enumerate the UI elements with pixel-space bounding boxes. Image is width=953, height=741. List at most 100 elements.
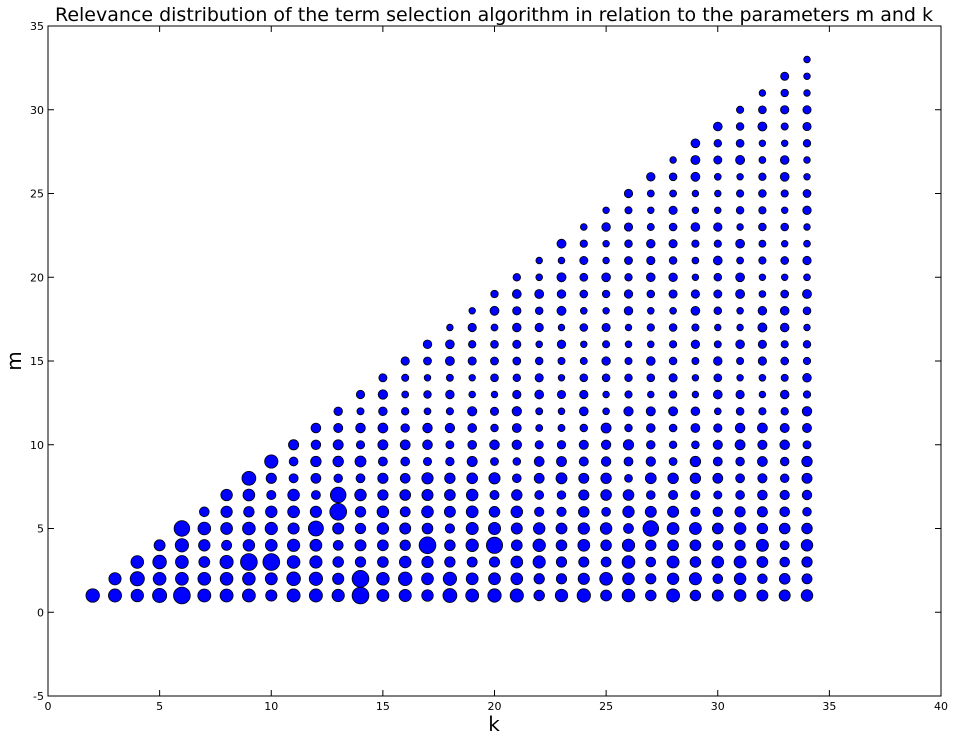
data-point — [241, 470, 257, 486]
data-point — [399, 439, 411, 451]
data-point — [351, 586, 370, 605]
data-point — [667, 539, 679, 552]
data-point — [758, 290, 767, 298]
data-point — [624, 423, 633, 433]
data-point — [490, 289, 499, 299]
data-point — [490, 373, 499, 383]
data-point — [778, 522, 791, 535]
data-point — [802, 121, 812, 132]
data-point — [803, 72, 811, 81]
data-point — [576, 588, 591, 603]
data-point — [490, 457, 499, 466]
data-point — [444, 539, 456, 552]
data-point — [801, 556, 813, 568]
data-point — [445, 339, 455, 350]
data-point — [644, 472, 657, 485]
data-point — [557, 323, 566, 332]
data-point — [624, 356, 633, 365]
data-point — [467, 406, 478, 417]
data-point — [421, 572, 434, 586]
data-point — [511, 489, 523, 501]
data-point — [624, 239, 633, 248]
x-tick-label: 30 — [711, 700, 725, 713]
data-point — [377, 456, 388, 467]
data-point — [735, 406, 745, 416]
data-point — [733, 555, 747, 569]
data-point — [802, 423, 812, 433]
data-point — [756, 522, 769, 535]
data-point — [779, 556, 790, 568]
data-point — [712, 472, 724, 484]
data-point — [691, 390, 700, 399]
data-point — [667, 472, 679, 485]
data-point — [623, 523, 634, 534]
data-point — [712, 456, 723, 467]
data-point — [265, 472, 277, 484]
data-point — [377, 389, 389, 400]
data-point — [691, 357, 700, 365]
data-point — [600, 556, 612, 568]
data-point — [779, 489, 790, 501]
data-point — [780, 340, 789, 349]
data-point — [579, 373, 589, 383]
data-point — [556, 506, 567, 517]
data-point — [622, 489, 635, 501]
data-point — [510, 572, 524, 586]
data-point — [199, 506, 210, 518]
data-point — [601, 506, 611, 517]
data-point — [803, 55, 811, 64]
data-point — [669, 189, 677, 198]
data-point — [691, 440, 700, 450]
data-point — [758, 105, 767, 115]
data-point — [578, 489, 590, 501]
data-point — [534, 373, 544, 383]
data-point — [400, 423, 410, 433]
data-point — [579, 323, 589, 332]
data-point — [691, 239, 700, 248]
data-point — [310, 455, 322, 468]
data-point — [780, 122, 789, 131]
data-point — [534, 289, 545, 299]
data-point — [645, 539, 657, 551]
data-point — [645, 589, 657, 602]
data-point — [509, 588, 524, 603]
data-point — [780, 256, 790, 265]
data-point — [580, 223, 588, 231]
data-point — [602, 407, 610, 416]
data-point — [757, 573, 768, 585]
data-point — [646, 490, 656, 500]
data-point — [198, 539, 211, 552]
data-point — [779, 473, 790, 484]
data-point — [803, 173, 811, 181]
data-point — [599, 571, 613, 586]
data-point — [779, 540, 790, 551]
data-point — [645, 456, 656, 467]
data-point — [535, 407, 544, 416]
data-point — [378, 406, 388, 417]
data-point — [490, 423, 499, 433]
data-point — [713, 289, 723, 299]
data-point — [801, 406, 813, 417]
data-point — [668, 356, 678, 366]
data-point — [468, 390, 476, 399]
data-point — [197, 521, 212, 536]
data-point — [286, 555, 301, 569]
data-point — [646, 323, 655, 332]
data-point — [690, 423, 701, 433]
data-point — [802, 205, 812, 215]
data-point — [556, 272, 567, 283]
data-point — [465, 588, 480, 603]
data-point — [668, 423, 678, 433]
data-point — [779, 155, 790, 165]
data-point — [534, 356, 544, 366]
data-point — [714, 206, 722, 214]
data-point — [802, 139, 812, 148]
data-point — [711, 589, 724, 602]
data-point — [800, 589, 814, 602]
data-point — [758, 222, 767, 232]
data-point — [580, 340, 588, 348]
data-point — [398, 588, 412, 603]
data-point — [264, 572, 278, 586]
data-point — [512, 273, 521, 282]
data-point — [736, 307, 744, 315]
